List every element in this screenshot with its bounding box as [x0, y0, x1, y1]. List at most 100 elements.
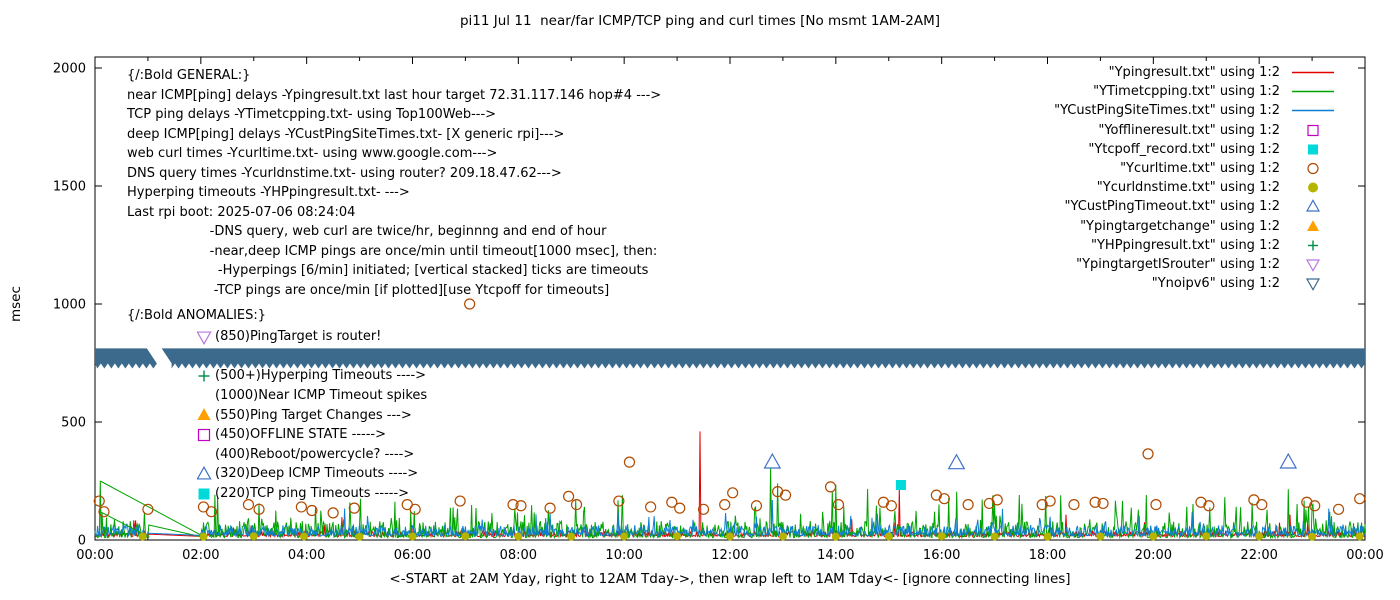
general-line: TCP ping delays -YTimetcpping.txt- using… [127, 107, 497, 122]
y-tick-label: 1500 [53, 180, 86, 195]
triangle-down-open-icon [1305, 259, 1321, 272]
anomaly-marker-glyph [197, 408, 211, 421]
x-tick-label: 10:00 [605, 548, 642, 563]
general-line: Hyperping timeouts -YHPpingresult.txt- -… [127, 185, 410, 200]
point-Ycurltime [507, 499, 519, 511]
point-YCustPingTimeout [947, 453, 966, 470]
point-Ycurldnstime [1355, 532, 1364, 541]
general-line: DNS query times -Ycurldnstime.txt- using… [127, 165, 562, 181]
point-Ycurldnstime [408, 532, 417, 541]
point-Ycurltime [1332, 503, 1345, 515]
legend-label: "Yofflineresult.txt" using 1:2 [1098, 122, 1280, 138]
point-Ycurltime [727, 487, 739, 499]
plus-icon [1308, 240, 1318, 251]
triangle-open-icon [197, 465, 212, 480]
point-Ycurltime [938, 493, 950, 505]
legend-label: "YCustPingSiteTimes.txt" using 1:2 [1054, 103, 1280, 119]
anomaly-marker-glyph [197, 465, 212, 480]
legend-marker-glyph [1305, 259, 1321, 272]
point-Ycurltime [1068, 499, 1080, 511]
point-Ycurldnstime [199, 532, 208, 541]
anomalies-header: {/:Bold ANOMALIES:} [127, 308, 267, 323]
point-Ycurldnstime [884, 532, 893, 541]
point-Ycurltime [253, 503, 265, 515]
point-Ycurldnstime [567, 532, 576, 541]
legend-label: "YTimetcpping.txt" using 1:2 [1093, 84, 1280, 100]
general-line: Last rpi boot: 2025-07-06 08:24:04 [127, 204, 356, 220]
x-tick-label: 00:00 [76, 548, 113, 563]
general-line: -Hyperpings [6/min] initiated; [vertical… [127, 263, 649, 278]
point-Ycurltime [885, 500, 897, 512]
legend-marker-glyph [1308, 144, 1318, 155]
point-Ycurltime [464, 298, 476, 310]
x-tick-label: 06:00 [394, 548, 431, 563]
point-Ycurldnstime [461, 532, 470, 541]
point-Ycurldnstime [300, 532, 309, 541]
anomaly-text: (320)Deep ICMP Timeouts ----> [215, 466, 419, 482]
point-Ycurltime [142, 503, 154, 515]
x-tick-label: 12:00 [711, 548, 748, 563]
point-Ycurldnstime [990, 532, 999, 541]
general-line: -TCP pings are once/min [if plotted][use… [127, 282, 610, 298]
point-YCustPingTimeout [1279, 452, 1298, 469]
general-line: deep ICMP[ping] delays -YCustPingSiteTim… [127, 126, 565, 142]
anomaly-item: (1000)Near ICMP Timeout spikes [197, 386, 427, 406]
y-tick-label: 500 [61, 416, 86, 431]
general-line: web curl times -Ycurltime.txt- using www… [127, 146, 498, 161]
x-tick-label: 22:00 [1240, 548, 1277, 563]
point-Ycurldnstime [1255, 532, 1264, 541]
legend-label: "Ytcpoff_record.txt" using 1:2 [1088, 141, 1280, 157]
legend-label: "Ycurltime.txt" using 1:2 [1120, 161, 1280, 177]
no-marker [197, 446, 214, 462]
point-Ycurltime [1089, 496, 1101, 508]
x-tick-label: 00:00 [1346, 548, 1383, 563]
point-Ycurldnstime [1202, 532, 1211, 541]
general-annotations: {/:Bold GENERAL:} near ICMP[ping] delays … [127, 66, 661, 300]
circle-open-icon [1307, 162, 1319, 175]
point-Ycurltime [623, 456, 636, 468]
point-Ycurltime [719, 499, 731, 511]
anomaly-text: (850)PingTarget is router! [215, 329, 382, 345]
point-Ycurltime [570, 499, 583, 511]
legend-marker-glyph [1305, 278, 1321, 292]
x-tick-label: 18:00 [1029, 548, 1066, 563]
point-Ycurltime [1354, 493, 1366, 505]
point-Ycurltime [1097, 497, 1109, 510]
x-tick-label: 14:00 [817, 548, 854, 563]
no-marker [197, 388, 214, 404]
x-tick-label: 08:00 [500, 548, 537, 563]
line-icon [1292, 71, 1334, 74]
square-open-icon [197, 428, 211, 441]
anomaly-text: (500+)Hyperping Timeouts ----> [215, 368, 427, 384]
point-Ycurldnstime [249, 532, 258, 541]
triangle-down-open-icon [1305, 278, 1321, 292]
anomalies-annotations: {/:Bold ANOMALIES:} (850)PingTarget is r… [127, 306, 427, 503]
point-Ycurltime [645, 501, 657, 513]
square-open-icon [1307, 124, 1319, 136]
point-Ycurldnstime [138, 532, 147, 541]
plus-icon [198, 370, 210, 382]
legend-marker-glyph [1305, 199, 1321, 213]
point-Ycurltime [613, 495, 625, 507]
y-tick-label: 2000 [53, 62, 86, 77]
triangle-down-open-icon [197, 331, 212, 345]
line-icon [1292, 91, 1334, 93]
point-Ycurltime [779, 489, 792, 501]
point-Ycurltime [1309, 500, 1321, 512]
point-Ycurldnstime [778, 532, 787, 541]
point-Ycurltime [327, 507, 339, 519]
line-icon [1292, 110, 1334, 112]
legend-label: "YCustPingTimeout.txt" using 1:2 [1064, 199, 1280, 215]
point-YCustPingTimeout [763, 452, 782, 469]
square-filled-icon [1308, 144, 1318, 155]
point-Ycurltime [348, 502, 360, 514]
legend-label: "Ynoipv6" using 1:2 [1151, 276, 1280, 292]
point-Ycurltime [962, 499, 974, 511]
x-axis-label: <-START at 2AM Yday, right to 12AM Tday-… [389, 571, 1071, 587]
legend-item: "YTimetcpping.txt" using 1:2 [1054, 82, 1336, 101]
point-Ycurltime [205, 506, 218, 518]
triangle-filled-icon [1307, 219, 1319, 231]
point-Ycurltime [515, 500, 527, 512]
anomaly-item: (850)PingTarget is router! [197, 327, 427, 347]
